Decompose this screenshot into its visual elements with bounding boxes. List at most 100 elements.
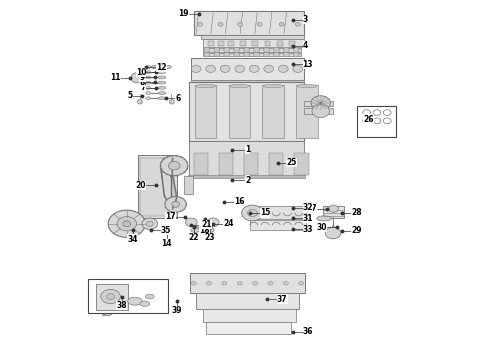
Circle shape bbox=[207, 218, 219, 226]
FancyBboxPatch shape bbox=[277, 41, 283, 46]
FancyBboxPatch shape bbox=[240, 41, 246, 46]
Circle shape bbox=[237, 282, 242, 285]
FancyBboxPatch shape bbox=[88, 279, 168, 314]
Text: 30: 30 bbox=[317, 223, 327, 232]
FancyBboxPatch shape bbox=[289, 41, 295, 46]
Text: 37: 37 bbox=[277, 294, 287, 303]
Ellipse shape bbox=[146, 76, 151, 79]
Ellipse shape bbox=[205, 228, 214, 232]
Circle shape bbox=[329, 205, 338, 212]
Ellipse shape bbox=[146, 71, 151, 74]
Text: 6: 6 bbox=[175, 94, 181, 103]
Ellipse shape bbox=[234, 52, 240, 57]
Text: 12: 12 bbox=[156, 63, 167, 72]
Ellipse shape bbox=[254, 47, 260, 52]
Circle shape bbox=[293, 65, 303, 72]
Circle shape bbox=[101, 289, 121, 304]
Text: 8: 8 bbox=[140, 78, 145, 87]
Ellipse shape bbox=[297, 84, 317, 88]
FancyBboxPatch shape bbox=[188, 175, 305, 178]
FancyBboxPatch shape bbox=[96, 284, 128, 310]
Ellipse shape bbox=[254, 52, 260, 57]
Ellipse shape bbox=[196, 84, 215, 88]
Circle shape bbox=[147, 221, 153, 226]
Circle shape bbox=[283, 282, 288, 285]
FancyBboxPatch shape bbox=[189, 82, 304, 140]
FancyBboxPatch shape bbox=[263, 85, 284, 138]
FancyBboxPatch shape bbox=[357, 107, 396, 137]
Text: 3: 3 bbox=[303, 15, 308, 24]
Circle shape bbox=[312, 105, 330, 118]
Circle shape bbox=[249, 65, 259, 72]
FancyBboxPatch shape bbox=[269, 153, 284, 175]
Text: 7: 7 bbox=[141, 83, 147, 92]
Ellipse shape bbox=[224, 52, 230, 57]
Circle shape bbox=[235, 65, 245, 72]
Text: 21: 21 bbox=[201, 220, 212, 229]
Ellipse shape bbox=[273, 47, 279, 52]
Ellipse shape bbox=[146, 81, 151, 84]
Circle shape bbox=[108, 210, 146, 237]
Text: 10: 10 bbox=[136, 68, 147, 77]
FancyBboxPatch shape bbox=[219, 153, 233, 175]
Text: 20: 20 bbox=[136, 181, 147, 190]
Ellipse shape bbox=[158, 71, 166, 74]
Circle shape bbox=[222, 282, 227, 285]
Circle shape bbox=[299, 282, 304, 285]
Ellipse shape bbox=[146, 91, 151, 94]
Ellipse shape bbox=[264, 47, 270, 52]
Circle shape bbox=[207, 282, 212, 285]
Circle shape bbox=[117, 217, 137, 231]
FancyBboxPatch shape bbox=[296, 85, 318, 138]
Circle shape bbox=[242, 205, 263, 221]
Text: 4: 4 bbox=[303, 41, 308, 50]
Text: 29: 29 bbox=[351, 226, 362, 235]
Ellipse shape bbox=[162, 65, 171, 69]
Ellipse shape bbox=[102, 310, 113, 316]
Circle shape bbox=[172, 202, 179, 207]
Ellipse shape bbox=[283, 52, 289, 57]
Circle shape bbox=[295, 23, 300, 26]
Circle shape bbox=[220, 65, 230, 72]
FancyBboxPatch shape bbox=[138, 155, 176, 218]
Ellipse shape bbox=[264, 52, 270, 57]
Ellipse shape bbox=[158, 66, 166, 68]
Text: 34: 34 bbox=[127, 234, 138, 243]
Circle shape bbox=[257, 23, 262, 26]
Ellipse shape bbox=[283, 47, 289, 52]
FancyBboxPatch shape bbox=[250, 220, 306, 230]
Ellipse shape bbox=[169, 100, 174, 104]
Ellipse shape bbox=[224, 47, 230, 52]
Text: 18: 18 bbox=[199, 226, 210, 235]
FancyBboxPatch shape bbox=[304, 101, 333, 107]
Circle shape bbox=[197, 23, 202, 26]
Circle shape bbox=[160, 156, 188, 176]
Ellipse shape bbox=[294, 47, 299, 52]
Circle shape bbox=[325, 227, 341, 239]
Text: 39: 39 bbox=[172, 306, 182, 315]
Text: 28: 28 bbox=[351, 208, 362, 217]
Text: 13: 13 bbox=[303, 60, 313, 69]
Text: 16: 16 bbox=[234, 197, 245, 206]
Text: 36: 36 bbox=[303, 327, 313, 336]
Text: 26: 26 bbox=[363, 114, 373, 123]
FancyBboxPatch shape bbox=[250, 206, 306, 220]
Text: 27: 27 bbox=[307, 204, 318, 213]
Ellipse shape bbox=[234, 47, 240, 52]
Ellipse shape bbox=[140, 301, 150, 306]
FancyBboxPatch shape bbox=[140, 158, 174, 216]
Circle shape bbox=[238, 23, 243, 26]
FancyBboxPatch shape bbox=[218, 41, 224, 46]
Circle shape bbox=[311, 96, 331, 110]
Text: 14: 14 bbox=[162, 239, 172, 248]
Text: 2: 2 bbox=[245, 176, 250, 185]
FancyBboxPatch shape bbox=[201, 35, 304, 40]
Text: 5: 5 bbox=[127, 91, 133, 100]
Circle shape bbox=[218, 23, 223, 26]
FancyBboxPatch shape bbox=[244, 153, 258, 175]
Circle shape bbox=[278, 65, 288, 72]
Ellipse shape bbox=[138, 100, 143, 104]
FancyBboxPatch shape bbox=[228, 41, 234, 46]
FancyBboxPatch shape bbox=[203, 53, 301, 56]
FancyBboxPatch shape bbox=[203, 40, 304, 47]
